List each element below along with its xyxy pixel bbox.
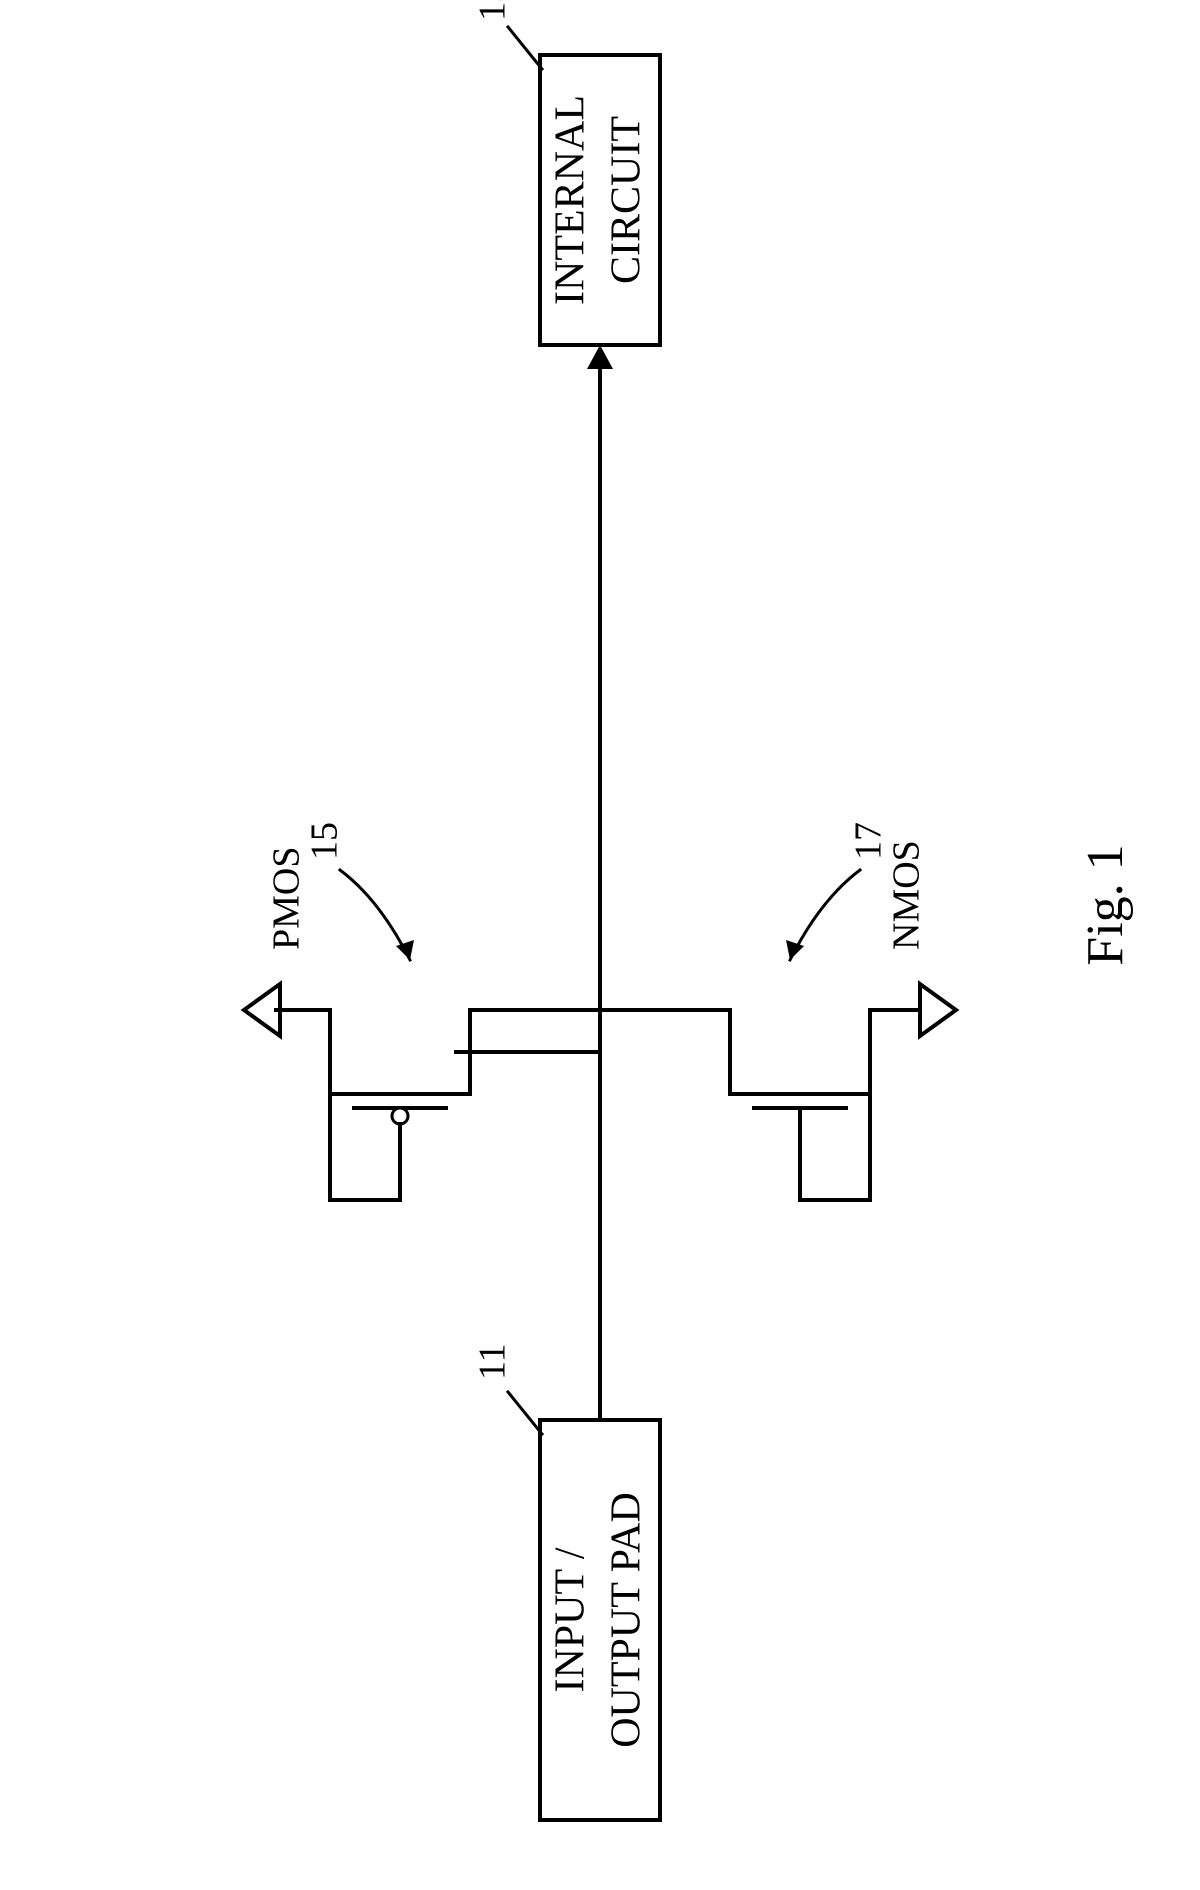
svg-text:17: 17 [848, 822, 890, 860]
svg-text:PMOS: PMOS [266, 847, 308, 951]
svg-text:NMOS: NMOS [886, 840, 928, 950]
svg-text:11: 11 [472, 1343, 514, 1380]
svg-text:15: 15 [304, 822, 346, 860]
svg-text:13: 13 [472, 0, 514, 21]
svg-text:INPUT /: INPUT / [548, 1547, 594, 1692]
svg-text:Fig. 1: Fig. 1 [1077, 844, 1134, 965]
svg-text:CIRCUIT: CIRCUIT [604, 116, 650, 284]
svg-text:INTERNAL: INTERNAL [548, 95, 594, 305]
svg-text:OUTPUT PAD: OUTPUT PAD [604, 1492, 650, 1748]
